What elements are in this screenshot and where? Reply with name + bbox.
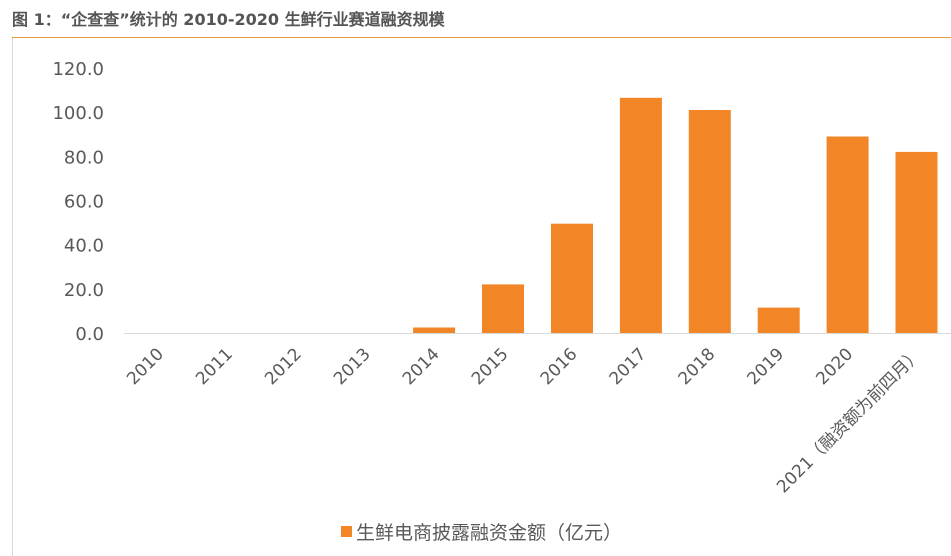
bar-2018 — [688, 110, 731, 333]
x-tick-label: 2021（融资额为前四月） — [773, 344, 926, 497]
legend: 生鲜电商披露融资金额（亿元） — [341, 522, 622, 544]
x-axis: 2010 2011 2012 2013 2014 2015 2016 2017 2018 2019… — [123, 344, 926, 497]
bar-2014 — [413, 327, 456, 333]
bar-2017 — [619, 97, 662, 333]
frame-border — [12, 38, 13, 556]
title-divider — [12, 37, 951, 38]
x-tick-label: 2015 — [468, 344, 513, 389]
y-tick-label: 80.0 — [64, 147, 104, 168]
x-tick-label: 2010 — [123, 344, 168, 389]
x-tick-label: 2020 — [812, 344, 857, 389]
x-tick-label: 2012 — [261, 344, 306, 389]
bar-2020 — [826, 136, 869, 333]
bar-2016 — [551, 223, 593, 333]
y-tick-label: 0.0 — [75, 324, 104, 345]
y-tick-label: 60.0 — [64, 192, 104, 213]
x-tick-label: 2013 — [330, 344, 375, 389]
y-axis: 0.0 20.0 40.0 60.0 80.0 100.0 120.0 — [52, 59, 104, 345]
y-tick-label: 120.0 — [52, 59, 104, 80]
x-tick-label: 2016 — [537, 344, 582, 389]
y-tick-label: 40.0 — [64, 236, 104, 257]
bar-2021 — [895, 151, 938, 333]
x-tick-label: 2017 — [606, 344, 651, 389]
chart-title: 图 1：“企查查”统计的 2010-2020 生鲜行业赛道融资规模 — [12, 10, 445, 29]
y-tick-label: 100.0 — [52, 103, 104, 124]
y-tick-label: 20.0 — [64, 280, 104, 301]
bar-2019 — [757, 307, 800, 333]
x-tick-label: 2018 — [675, 344, 720, 389]
x-tick-label: 2019 — [744, 344, 789, 389]
bar-series — [413, 97, 938, 333]
legend-swatch — [341, 526, 352, 537]
bar-2015 — [482, 284, 524, 333]
x-tick-label: 2014 — [399, 344, 444, 389]
x-tick-label: 2011 — [192, 344, 237, 389]
legend-label: 生鲜电商披露融资金额（亿元） — [356, 522, 622, 544]
